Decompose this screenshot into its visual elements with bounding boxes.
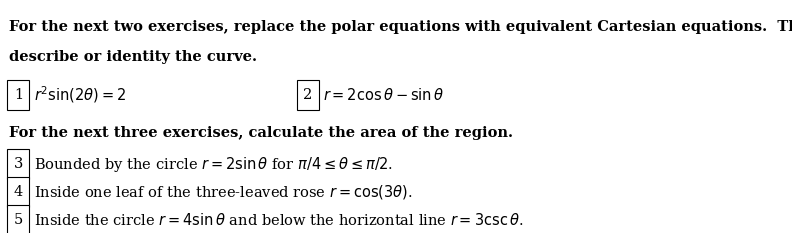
Text: Inside one leaf of the three-leaved rose $r = \cos(3\theta)$.: Inside one leaf of the three-leaved rose… — [33, 183, 413, 201]
Text: Bounded by the circle $r = 2\sin\theta$ for $\pi/4 \leq \theta \leq \pi/2$.: Bounded by the circle $r = 2\sin\theta$ … — [33, 155, 393, 174]
Text: Inside the circle $r = 4\sin\theta$ and below the horizontal line $r = 3\csc\the: Inside the circle $r = 4\sin\theta$ and … — [33, 212, 524, 228]
FancyBboxPatch shape — [297, 80, 319, 110]
Text: $r = 2\cos\theta - \sin\theta$: $r = 2\cos\theta - \sin\theta$ — [323, 87, 444, 103]
FancyBboxPatch shape — [7, 149, 29, 179]
Text: 3: 3 — [13, 157, 23, 171]
Text: For the next three exercises, calculate the area of the region.: For the next three exercises, calculate … — [9, 126, 513, 140]
Text: For the next two exercises, replace the polar equations with equivalent Cartesia: For the next two exercises, replace the … — [9, 20, 792, 34]
Text: 1: 1 — [13, 88, 23, 102]
FancyBboxPatch shape — [7, 205, 29, 234]
Text: describe or identity the curve.: describe or identity the curve. — [9, 50, 257, 64]
Text: 2: 2 — [303, 88, 313, 102]
FancyBboxPatch shape — [7, 177, 29, 207]
Text: $r^2 \sin(2\theta) = 2$: $r^2 \sin(2\theta) = 2$ — [33, 85, 126, 105]
Text: 5: 5 — [13, 213, 23, 227]
FancyBboxPatch shape — [7, 80, 29, 110]
Text: 4: 4 — [13, 185, 23, 199]
